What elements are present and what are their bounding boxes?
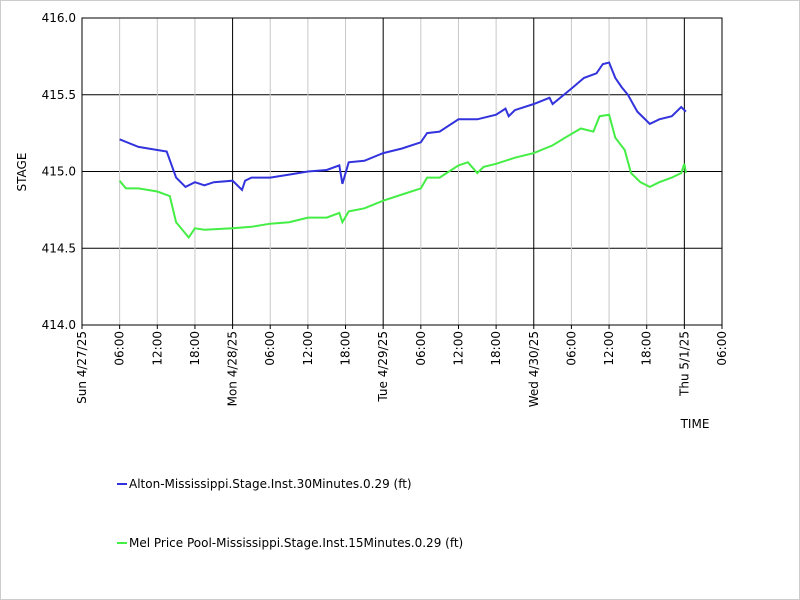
x-axis-label: TIME <box>680 417 710 431</box>
legend-label: Alton-Mississippi.Stage.Inst.30Minutes.0… <box>129 477 412 491</box>
x-tick-label: Tue 4/29/25 <box>376 331 390 403</box>
y-tick-label: 415.0 <box>42 165 76 179</box>
x-tick-label: 12:00 <box>451 331 465 366</box>
y-tick-label: 415.5 <box>42 88 76 102</box>
x-tick-label: 12:00 <box>301 331 315 366</box>
series-line <box>118 113 687 240</box>
y-axis-label: STAGE <box>15 153 29 192</box>
x-tick-label: 06:00 <box>564 331 578 366</box>
x-tick-label: 18:00 <box>188 331 202 366</box>
x-tick-label: 06:00 <box>113 331 127 366</box>
y-tick-label: 414.5 <box>42 241 76 255</box>
x-tick-label: 18:00 <box>489 331 503 366</box>
x-tick-label: 06:00 <box>715 331 729 366</box>
y-tick-label: 416.0 <box>42 11 76 25</box>
x-tick-label: 18:00 <box>640 331 654 366</box>
legend-label: Mel Price Pool-Mississippi.Stage.Inst.15… <box>129 536 463 550</box>
x-tick-label: Wed 4/30/25 <box>527 331 541 407</box>
plot-border <box>81 17 723 326</box>
y-tick-label: 414.0 <box>42 318 76 332</box>
x-tick-label: 06:00 <box>414 331 428 366</box>
x-tick-label: 06:00 <box>263 331 277 366</box>
x-tick-label: 18:00 <box>339 331 353 366</box>
x-tick-label: Mon 4/28/25 <box>226 331 240 406</box>
x-tick-label: Sun 4/27/25 <box>75 331 89 404</box>
x-tick-label: 12:00 <box>150 331 164 366</box>
x-tick-label: Thu 5/1/25 <box>677 331 691 397</box>
series-line <box>119 61 687 192</box>
x-tick-label: 12:00 <box>602 331 616 366</box>
